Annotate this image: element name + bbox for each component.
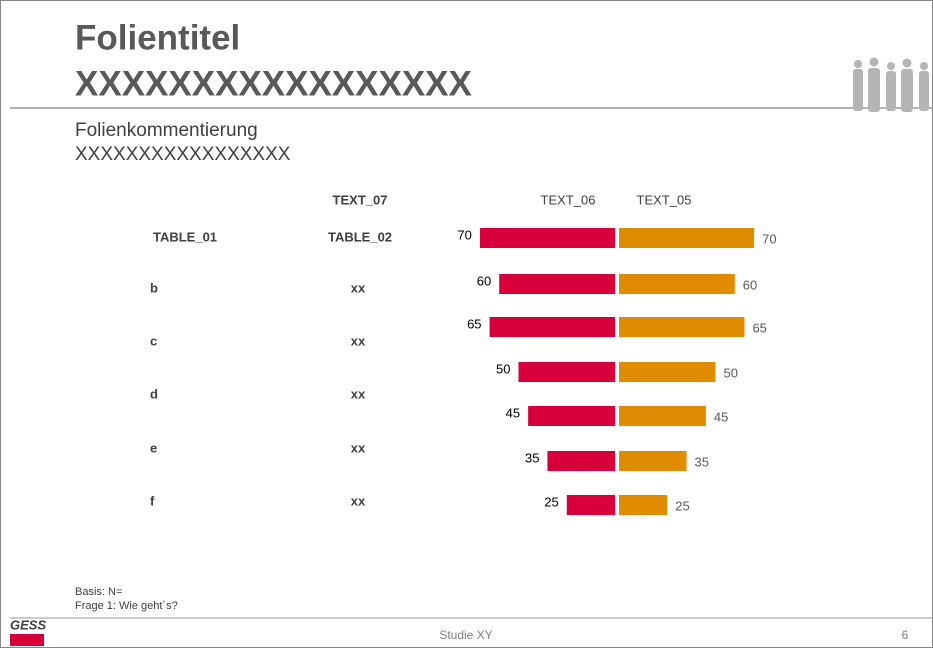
- bar: [619, 451, 687, 471]
- bar: [619, 317, 745, 337]
- value-label: 65: [752, 320, 766, 335]
- title: Folientitel: [75, 18, 240, 57]
- value-label: 45: [714, 409, 728, 424]
- table-cell: d: [150, 386, 158, 401]
- bar: [479, 228, 615, 248]
- value-label: 25: [544, 494, 558, 509]
- comment-line2: XXXXXXXXXXXXXXXXX: [75, 144, 291, 165]
- table-cell: xx: [351, 280, 366, 295]
- study: Studie XY: [439, 628, 492, 642]
- bar: [547, 451, 615, 471]
- table-cell: f: [150, 493, 155, 508]
- value-label: 45: [506, 405, 520, 420]
- page-number: 6: [902, 628, 909, 642]
- table-header: TEXT_07: [333, 192, 388, 207]
- basis: Basis: N=: [75, 586, 122, 598]
- table-cell: xx: [351, 440, 366, 455]
- bar: [619, 362, 716, 382]
- bar: [489, 317, 615, 337]
- logo: GESS: [10, 617, 46, 632]
- table-cell: xx: [351, 493, 366, 508]
- table-column-header: TABLE_01: [153, 229, 217, 244]
- bar: [528, 406, 615, 426]
- comment: Folienkommentierung: [75, 120, 258, 141]
- bar: [619, 495, 668, 515]
- value-label: 60: [477, 273, 491, 288]
- value-label: 50: [496, 361, 510, 376]
- table-cell: xx: [351, 386, 366, 401]
- logo-bar: [10, 634, 44, 646]
- table-cell: e: [150, 440, 157, 455]
- bar: [499, 274, 615, 294]
- series-label: TEXT_05: [637, 192, 692, 207]
- value-label: 70: [762, 231, 776, 246]
- value-label: 70: [457, 227, 471, 242]
- people-icon: [853, 57, 929, 112]
- table-cell: c: [150, 333, 157, 348]
- bar: [619, 406, 706, 426]
- table-column-header: TABLE_02: [328, 229, 392, 244]
- value-label: 65: [467, 316, 481, 331]
- table-cell: b: [150, 280, 158, 295]
- value-label: 50: [724, 365, 738, 380]
- bar: [566, 495, 615, 515]
- bar: [619, 228, 755, 248]
- title-line2: XXXXXXXXXXXXXXXXX: [75, 64, 473, 103]
- value-label: 60: [743, 277, 757, 292]
- question: Frage 1: Wie geht´s?: [75, 600, 178, 612]
- table-cell: xx: [351, 333, 366, 348]
- value-label: 35: [695, 454, 709, 469]
- value-label: 35: [525, 450, 539, 465]
- bar: [518, 362, 615, 382]
- value-label: 25: [675, 498, 689, 513]
- series-label: TEXT_06: [541, 192, 596, 207]
- bar: [619, 274, 735, 294]
